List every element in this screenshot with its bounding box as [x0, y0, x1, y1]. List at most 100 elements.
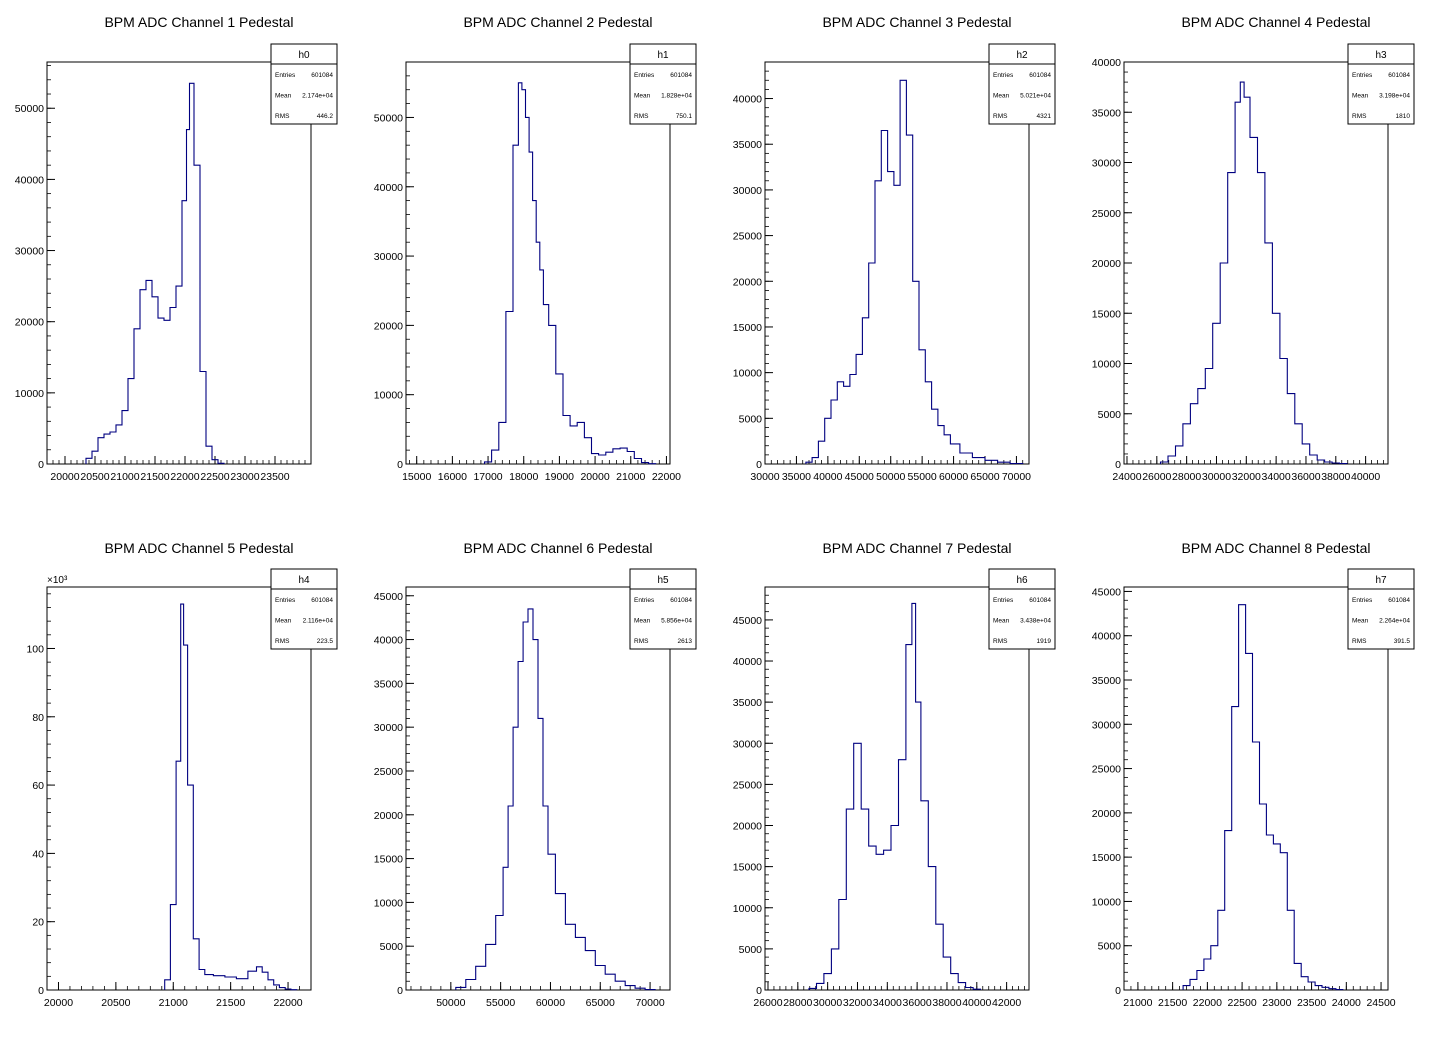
- stats-value-entries: 601084: [1029, 72, 1051, 79]
- x-tick-label: 28000: [1172, 471, 1201, 483]
- x-tick-label: 21000: [110, 471, 139, 483]
- y-tick-label: 40: [32, 848, 44, 860]
- stats-key: Entries: [275, 72, 296, 79]
- stats-value-entries: 601084: [670, 72, 692, 79]
- x-tick-label: 18000: [509, 471, 538, 483]
- y-tick-label: 0: [38, 459, 44, 471]
- y-tick-label: 40000: [1092, 631, 1121, 643]
- y-tick-label: 40000: [374, 635, 403, 647]
- y-tick-label: 0: [38, 985, 44, 997]
- x-tick-label: 20500: [80, 471, 109, 483]
- stats-box: h5 Entries 601084 Mean 5.856e+04 RMS 2613: [629, 568, 697, 650]
- x-tick-label: 22000: [1193, 997, 1222, 1009]
- y-tick-label: 40000: [374, 182, 403, 194]
- stats-value-mean: 2.264e+04: [1379, 618, 1410, 625]
- stats-value-mean: 3.198e+04: [1379, 93, 1410, 100]
- x-tick-label: 21500: [1158, 997, 1187, 1009]
- y-tick-label: 20000: [374, 810, 403, 822]
- stats-key: Mean: [993, 618, 1010, 625]
- histogram-title: BPM ADC Channel 1 Pedestal: [104, 14, 293, 30]
- x-tick-label: 34000: [873, 997, 902, 1009]
- y-tick-label: 45000: [733, 615, 762, 627]
- x-tick-label: 50000: [436, 997, 465, 1009]
- y-tick-label: 30000: [1092, 719, 1121, 731]
- x-tick-label: 15000: [402, 471, 431, 483]
- plot-frame: [764, 586, 1030, 991]
- stats-histogram-name: h2: [1016, 50, 1028, 61]
- y-tick-label: 20000: [15, 317, 44, 329]
- stats-box: h1 Entries 601084 Mean 1.828e+04 RMS 750.1: [629, 43, 697, 125]
- y-tick-label: 50000: [374, 112, 403, 124]
- histogram-series-h5: [455, 608, 656, 991]
- histogram-series-h1: [483, 82, 657, 465]
- stats-key: RMS: [634, 113, 649, 120]
- x-tick-label: 23000: [230, 471, 259, 483]
- y-tick-label: 25000: [1092, 764, 1121, 776]
- y-tick-label: 20000: [1092, 258, 1121, 270]
- histogram-title: BPM ADC Channel 3 Pedestal: [822, 14, 1011, 30]
- y-tick-label: 0: [397, 459, 403, 471]
- y-tick-label: 30000: [374, 251, 403, 263]
- stats-value-mean: 5.021e+04: [1020, 93, 1051, 100]
- x-tick-label: 26000: [1142, 471, 1171, 483]
- stats-value-rms: 1810: [1396, 113, 1411, 120]
- y-tick-label: 10000: [733, 368, 762, 380]
- x-tick-label: 21500: [140, 471, 169, 483]
- stats-key: Mean: [993, 93, 1010, 100]
- y-tick-label: 15000: [1092, 308, 1121, 320]
- histogram-title: BPM ADC Channel 2 Pedestal: [463, 14, 652, 30]
- histogram-title: BPM ADC Channel 8 Pedestal: [1181, 540, 1370, 556]
- y-tick-label: 15000: [733, 862, 762, 874]
- stats-key: Mean: [634, 618, 651, 625]
- stats-value-rms: 391.5: [1394, 638, 1411, 645]
- stats-value-entries: 601084: [670, 597, 692, 604]
- y-tick-label: 30000: [15, 246, 44, 258]
- x-tick-label: 22000: [273, 997, 302, 1009]
- x-tick-label: 21000: [1123, 997, 1152, 1009]
- stats-histogram-name: h6: [1016, 575, 1028, 586]
- y-tick-label: 35000: [374, 678, 403, 690]
- y-tick-label: 10000: [1092, 896, 1121, 908]
- histogram-series-h6: [808, 602, 982, 990]
- stats-histogram-name: h1: [657, 50, 669, 61]
- y-tick-label: 50000: [15, 103, 44, 115]
- y-tick-label: 10000: [374, 897, 403, 909]
- y-tick-label: 40000: [1092, 57, 1121, 69]
- x-tick-label: 36000: [903, 997, 932, 1009]
- x-tick-label: 34000: [1262, 471, 1291, 483]
- stats-value-entries: 601084: [311, 72, 333, 79]
- stats-histogram-name: h0: [298, 50, 310, 61]
- y-tick-label: 5000: [1098, 409, 1122, 421]
- x-tick-label: 30000: [750, 471, 779, 483]
- y-tick-label: 30000: [1092, 158, 1121, 170]
- stats-key: Entries: [993, 72, 1014, 79]
- y-tick-label: 20000: [374, 320, 403, 332]
- x-tick-label: 50000: [876, 471, 905, 483]
- x-tick-label: 21000: [616, 471, 645, 483]
- stats-key: RMS: [993, 113, 1008, 120]
- stats-value-rms: 223.5: [317, 638, 334, 645]
- histogram-pad-h3: BPM ADC Channel 4 Pedestal 0 5000 10000 1500…: [1092, 14, 1415, 483]
- y-tick-label: 25000: [733, 231, 762, 243]
- x-tick-label: 42000: [992, 997, 1021, 1009]
- stats-key: Entries: [275, 597, 296, 604]
- stats-box-frame: [988, 43, 1056, 125]
- stats-box: h0 Entries 601084 Mean 2.174e+04 RMS 446.2: [270, 43, 338, 125]
- x-tick-label: 30000: [1202, 471, 1231, 483]
- x-tick-label: 23500: [260, 471, 289, 483]
- stats-key: RMS: [1352, 113, 1367, 120]
- y-tick-label: 0: [756, 459, 762, 471]
- stats-key: Mean: [275, 618, 292, 625]
- y-tick-label: 0: [756, 985, 762, 997]
- x-tick-label: 20000: [580, 471, 609, 483]
- stats-value-entries: 601084: [311, 597, 333, 604]
- x-tick-label: 70000: [635, 997, 664, 1009]
- y-tick-label: 40000: [733, 656, 762, 668]
- stats-histogram-name: h4: [298, 575, 310, 586]
- y-tick-label: 35000: [1092, 675, 1121, 687]
- x-tick-label: 21500: [216, 997, 245, 1009]
- stats-key: Mean: [634, 93, 651, 100]
- histogram-title: BPM ADC Channel 4 Pedestal: [1181, 14, 1370, 30]
- y-tick-label: 20: [32, 917, 44, 929]
- y-tick-label: 30000: [733, 185, 762, 197]
